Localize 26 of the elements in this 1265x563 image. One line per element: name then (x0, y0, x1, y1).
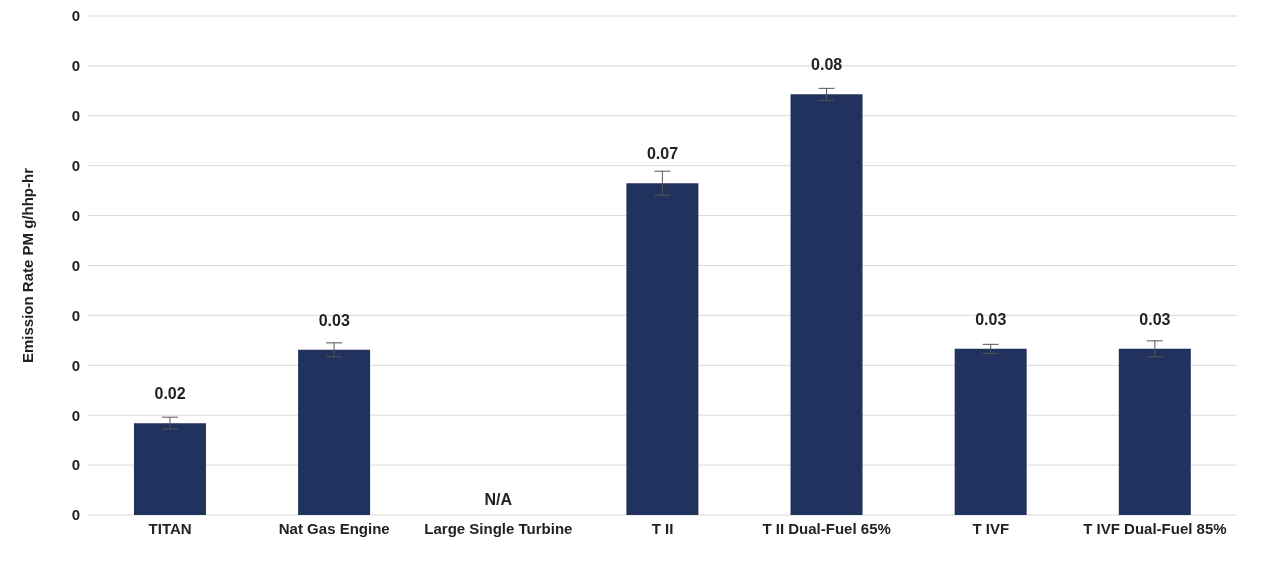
text: N/A (484, 491, 513, 508)
data-label: 0.03 (318, 311, 350, 329)
y-tick-label: 0 (71, 406, 80, 424)
data-label: 0.08 (811, 56, 843, 74)
data-label: 0.07 (646, 145, 679, 163)
y-tick-label: 0 (71, 506, 80, 524)
y-tick-label: 0 (71, 256, 80, 274)
y-tick-label: 0 (71, 356, 80, 374)
y-tick-label: 0 (71, 57, 80, 75)
y-tick-label: 0 (71, 206, 80, 224)
x-tick-label: T IVF Dual-Fuel 85% (1083, 519, 1227, 537)
y-axis-title: Emission Rate PM g/hhp-hr (19, 167, 37, 364)
x-tick-label: TITAN (148, 519, 192, 537)
data-label: 0.03 (975, 310, 1007, 328)
data-label: 0.03 (1139, 310, 1171, 328)
x-tick-label: T II (651, 519, 674, 537)
data-label: 0.02 (154, 385, 186, 403)
y-tick-label: 0 (71, 7, 80, 25)
x-tick-label: Nat Gas Engine (278, 519, 390, 537)
x-tick-label: T IVF (972, 519, 1010, 537)
y-tick-label: 0 (71, 456, 80, 474)
x-tick-label: Large Single Turbine (424, 519, 573, 537)
y-tick-label: 0 (71, 107, 80, 125)
x-tick-label: T II Dual-Fuel 65% (762, 519, 891, 537)
y-tick-label: 0 (71, 157, 80, 175)
y-tick-label: 0 (71, 306, 80, 324)
